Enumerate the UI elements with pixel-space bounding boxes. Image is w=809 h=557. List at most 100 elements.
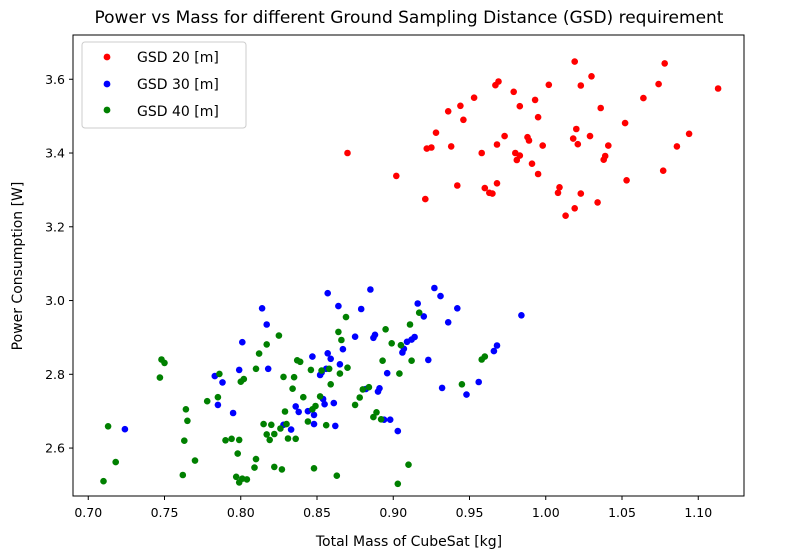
point-series-1 [470, 94, 478, 101]
point-series-3 [351, 401, 359, 409]
point-series-2 [324, 289, 332, 297]
point-series-1 [574, 140, 582, 148]
x-tick-label: 0.75 [151, 505, 179, 520]
point-series-3 [284, 435, 292, 442]
point-series-1 [516, 102, 524, 110]
point-series-3 [191, 457, 199, 464]
point-series-3 [394, 480, 402, 488]
point-series-2 [414, 300, 422, 307]
point-series-3 [232, 473, 240, 481]
point-series-2 [371, 331, 379, 339]
point-series-1 [597, 104, 604, 112]
point-series-2 [518, 312, 525, 319]
point-series-2 [327, 355, 335, 363]
point-series-1 [447, 143, 455, 150]
point-series-2 [332, 422, 339, 430]
point-series-1 [454, 182, 461, 189]
chart-title: Power vs Mass for different Ground Sampl… [95, 8, 724, 28]
point-series-3 [338, 336, 345, 344]
point-series-3 [327, 381, 335, 388]
point-series-3 [234, 450, 241, 457]
x-tick-label: 0.95 [456, 505, 484, 520]
point-series-1 [393, 172, 400, 180]
point-series-2 [258, 305, 266, 312]
point-series-3 [290, 373, 298, 381]
point-series-1 [457, 102, 464, 110]
legend-label-gsd-30: GSD 30 [m] [137, 77, 219, 93]
point-series-3 [307, 366, 315, 374]
point-series-3 [240, 375, 248, 383]
point-series-3 [216, 370, 223, 378]
point-series-1 [659, 167, 667, 174]
point-series-1 [501, 132, 508, 140]
point-series-2 [438, 384, 446, 392]
point-series-3 [405, 461, 412, 469]
point-series-1 [621, 119, 629, 127]
point-series-1 [534, 170, 542, 178]
legend-frame [81, 41, 247, 129]
point-series-3 [156, 374, 164, 381]
point-series-1 [495, 78, 502, 85]
point-series-3 [278, 466, 286, 473]
point-series-3 [300, 393, 307, 401]
point-series-1 [554, 189, 562, 197]
point-series-2 [310, 420, 318, 428]
point-series-2 [376, 385, 383, 392]
x-tick-label: 1.10 [684, 505, 712, 520]
point-series-2 [420, 313, 428, 320]
point-series-3 [396, 370, 403, 377]
x-tick-label: 0.90 [379, 505, 407, 520]
point-series-3 [252, 455, 260, 463]
point-series-1 [623, 177, 630, 184]
legend-label-gsd-40: GSD 40 [m] [137, 104, 219, 120]
point-series-3 [335, 328, 342, 336]
point-series-3 [100, 477, 107, 485]
point-series-3 [104, 423, 112, 430]
point-series-2 [309, 353, 316, 360]
point-series-3 [243, 476, 251, 483]
point-series-3 [281, 408, 289, 415]
point-series-3 [275, 332, 283, 339]
point-series-2 [463, 391, 470, 398]
point-series-1 [685, 130, 693, 138]
point-series-2 [493, 342, 501, 349]
y-tick-label: 3.0 [45, 293, 65, 308]
point-series-2 [121, 425, 129, 433]
point-series-3 [310, 465, 318, 472]
point-series-3 [184, 417, 191, 425]
point-series-3 [322, 421, 330, 429]
point-series-2 [235, 366, 243, 374]
point-series-3 [316, 393, 324, 400]
point-series-1 [588, 73, 595, 80]
point-series-1 [545, 81, 553, 89]
point-series-3 [228, 435, 235, 443]
point-series-1 [481, 184, 489, 192]
point-series-3 [406, 321, 414, 328]
point-series-2 [437, 292, 444, 300]
point-series-3 [359, 386, 367, 393]
point-series-2 [383, 369, 391, 377]
point-series-3 [318, 367, 325, 374]
x-tick-label: 0.70 [74, 505, 102, 520]
point-series-2 [239, 338, 246, 346]
point-series-2 [411, 333, 418, 341]
point-series-3 [268, 421, 275, 429]
point-series-2 [425, 356, 432, 364]
point-series-1 [344, 149, 351, 157]
point-series-1 [605, 142, 612, 149]
point-series-3 [280, 373, 287, 381]
x-tick-label: 0.80 [227, 505, 255, 520]
point-series-3 [255, 350, 263, 357]
point-series-3 [251, 464, 258, 471]
point-series-1 [534, 113, 542, 121]
point-series-3 [365, 383, 373, 391]
point-series-1 [714, 85, 722, 92]
point-series-1 [539, 142, 546, 149]
y-tick-label: 2.8 [45, 367, 65, 382]
point-series-2 [321, 400, 328, 408]
point-series-1 [577, 82, 585, 89]
x-tick-label: 1.00 [532, 505, 560, 520]
point-series-3 [296, 358, 304, 366]
point-series-1 [510, 88, 517, 96]
